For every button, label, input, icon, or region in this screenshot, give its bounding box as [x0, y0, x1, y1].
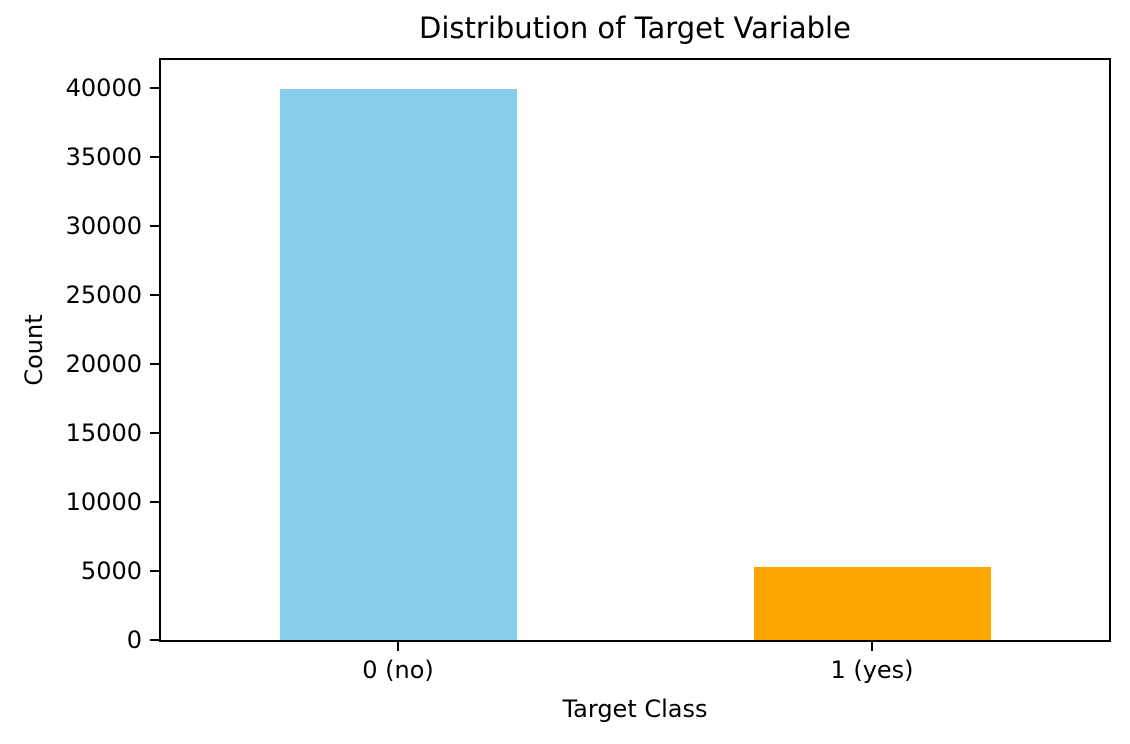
- y-tick-label: 30000: [65, 212, 142, 241]
- y-tick-mark: [150, 639, 159, 641]
- y-tick-label: 40000: [65, 74, 142, 103]
- y-tick-label: 20000: [65, 350, 142, 379]
- y-tick-label: 15000: [65, 419, 142, 448]
- y-tick-mark: [150, 156, 159, 159]
- y-tick-mark: [150, 432, 159, 435]
- y-tick-mark: [150, 294, 159, 297]
- y-tick-mark: [150, 570, 159, 573]
- x-axis-label: Target Class: [562, 695, 708, 723]
- x-tick-mark: [871, 642, 873, 651]
- y-tick-label: 0: [126, 626, 142, 654]
- chart-title: Distribution of Target Variable: [419, 11, 851, 45]
- y-tick-mark: [150, 501, 159, 504]
- x-tick-mark: [397, 642, 399, 651]
- y-tick-mark: [150, 87, 159, 90]
- x-tick-label: 0 (no): [362, 656, 434, 684]
- y-tick-mark: [150, 225, 159, 228]
- y-axis-label: Count: [20, 314, 48, 386]
- bar-no: [279, 89, 517, 640]
- y-tick-label: 10000: [65, 488, 142, 517]
- x-tick-label: 1 (yes): [830, 656, 914, 684]
- plot-area: 0 5000 10000 15000 20000 25000 30000 35000 40000…: [66, 58, 1111, 684]
- y-tick-label: 25000: [65, 281, 142, 310]
- y-tick-mark: [150, 363, 159, 366]
- y-tick-label: 5000: [80, 557, 142, 586]
- bar-yes: [753, 567, 991, 640]
- y-tick-label: 35000: [65, 143, 142, 172]
